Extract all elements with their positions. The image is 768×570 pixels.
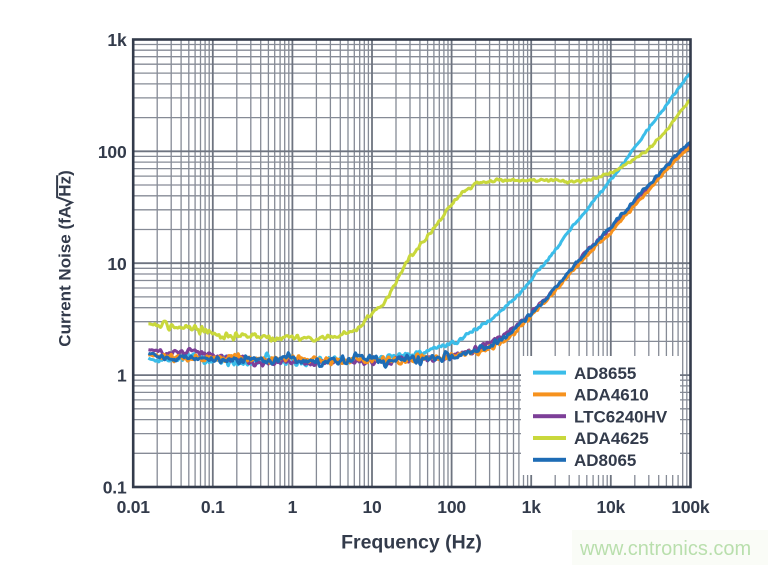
svg-text:10: 10 (362, 497, 382, 517)
svg-text:10k: 10k (596, 497, 625, 517)
svg-text:100: 100 (98, 142, 127, 162)
svg-text:AD8065: AD8065 (574, 451, 636, 470)
svg-text:1: 1 (117, 366, 127, 386)
svg-text:www.cntronics.com: www.cntronics.com (579, 538, 751, 560)
svg-text:1: 1 (288, 497, 298, 517)
svg-text:ADA4610: ADA4610 (574, 386, 649, 405)
svg-text:AD8655: AD8655 (574, 364, 636, 383)
svg-text:Frequency (Hz): Frequency (Hz) (341, 532, 482, 554)
svg-text:LTC6240HV: LTC6240HV (574, 407, 668, 426)
svg-text:10: 10 (107, 254, 127, 274)
svg-text:Current Noise (fA: Current Noise (fA (56, 206, 75, 347)
svg-text:ADA4625: ADA4625 (574, 429, 649, 448)
svg-text:Hz): Hz) (56, 170, 75, 196)
svg-text:1k: 1k (522, 497, 542, 517)
svg-text:100k: 100k (671, 497, 710, 517)
svg-text:0.1: 0.1 (103, 478, 127, 498)
svg-text:1k: 1k (107, 30, 127, 50)
svg-text:100: 100 (437, 497, 466, 517)
svg-text:0.1: 0.1 (201, 497, 225, 517)
svg-text:0.01: 0.01 (117, 497, 151, 517)
